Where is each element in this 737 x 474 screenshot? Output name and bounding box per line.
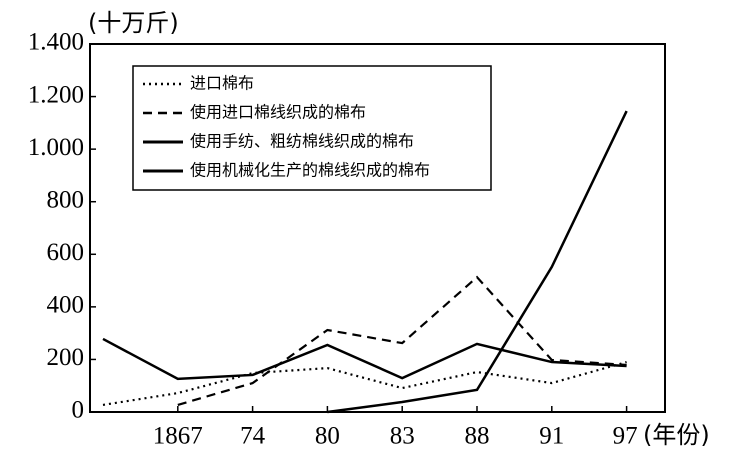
- legend-label: 使用机械化生产的棉线织成的棉布: [190, 161, 430, 180]
- x-tick-label: 74: [240, 423, 266, 450]
- y-tick-label: 800: [47, 186, 85, 213]
- y-tick-label: 600: [47, 239, 85, 266]
- legend-box: [132, 65, 492, 191]
- y-axis-title: (十万斤): [88, 9, 179, 37]
- legend-label: 进口棉布: [190, 74, 254, 93]
- y-tick-label: 1.200: [28, 81, 84, 108]
- x-tick-label: 97: [613, 423, 638, 450]
- x-tick-label: 80: [315, 423, 340, 450]
- series-line: [327, 110, 628, 414]
- series-line: [102, 360, 627, 406]
- legend-label: 使用进口棉线织成的棉布: [190, 103, 366, 122]
- x-tick-label: 83: [390, 423, 415, 450]
- plot-frame: [89, 43, 666, 413]
- series-line: [102, 337, 627, 381]
- y-tick-label: 0: [72, 397, 85, 424]
- series-line: [177, 275, 627, 406]
- x-tick-label: 88: [465, 423, 490, 450]
- y-tick-label: 400: [47, 292, 85, 319]
- x-axis-title: (年份): [643, 421, 710, 449]
- y-tick-label: 200: [47, 344, 85, 371]
- x-tick-label: 91: [539, 423, 564, 450]
- x-tick-label: 1867: [153, 423, 203, 450]
- legend-label: 使用手纺、粗纺棉线织成的棉布: [190, 132, 414, 151]
- y-tick-label: 1.400: [28, 29, 84, 56]
- y-tick-label: 1.000: [28, 134, 84, 161]
